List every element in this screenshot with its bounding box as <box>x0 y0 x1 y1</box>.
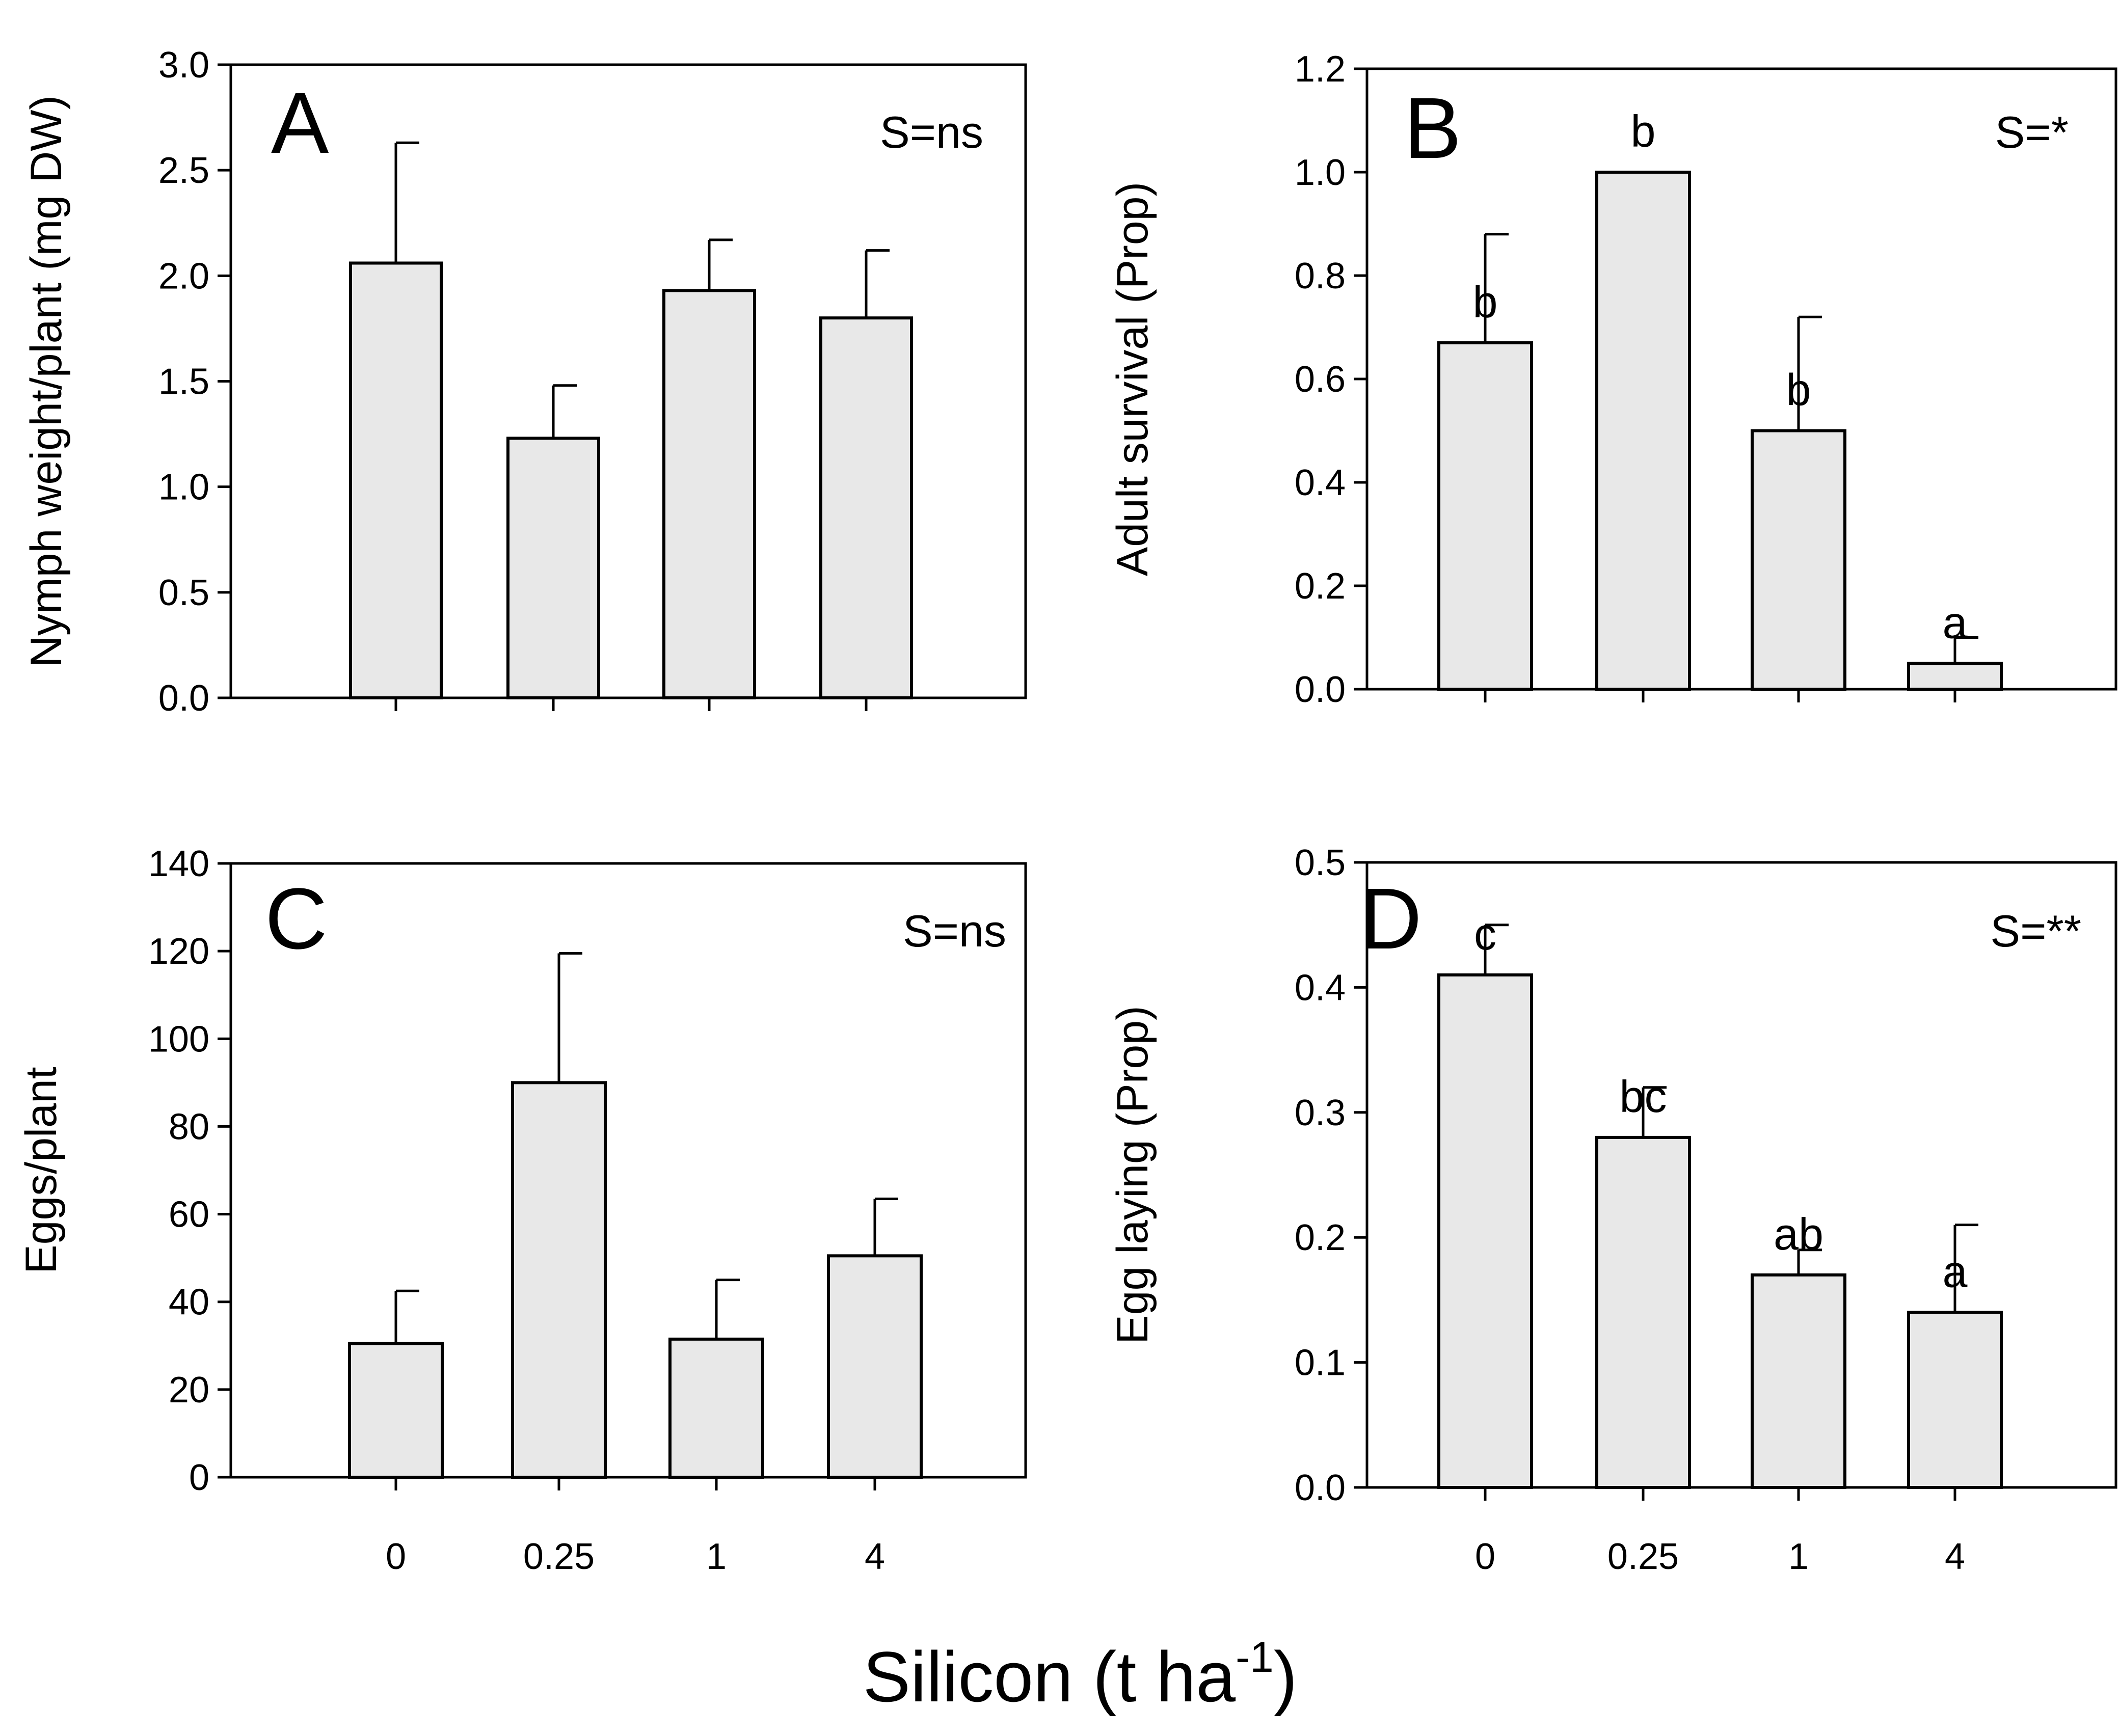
significance-letter-b: a <box>1943 597 1968 647</box>
y-tick-label-a: 2.0 <box>158 256 209 296</box>
panel-b: 0.0 0.2 0.4 0.6 0.8 1.0 1.2 Adult survival (Pro… <box>1108 49 2117 710</box>
significance-letter-d: c <box>1474 909 1496 959</box>
bar-a-0 <box>349 261 443 699</box>
y-tick-label-a: 1.5 <box>158 362 209 402</box>
x-axis-title-main: Silicon (t ha <box>863 1637 1236 1717</box>
bar-b-1 <box>1595 171 1691 691</box>
x-axis-title-close: ) <box>1274 1637 1298 1717</box>
bar-d-2 <box>1751 1273 1846 1489</box>
x-axis-title-superscript: -1 <box>1236 1633 1274 1681</box>
y-axis-label-a: Nymph weight/plant (mg DW) <box>22 95 71 667</box>
x-tick-label-c: 0 <box>386 1536 406 1577</box>
y-tick-label-b: 1.2 <box>1295 49 1346 90</box>
y-tick-label-d: 0.4 <box>1295 967 1346 1008</box>
bar-a-2 <box>662 289 756 699</box>
bar-d-0 <box>1437 973 1533 1489</box>
x-tick-label-c: 0.25 <box>523 1536 595 1577</box>
significance-annotation-b: S=* <box>1995 107 2069 157</box>
y-tick-label-a: 3.0 <box>158 45 209 86</box>
significance-letter-d: a <box>1943 1246 1968 1296</box>
y-tick-label-b: 0.8 <box>1295 256 1346 296</box>
y-tick-label-c: 80 <box>169 1106 209 1147</box>
significance-letter-d: bc <box>1620 1071 1667 1122</box>
x-axis-title: Silicon (t ha-1) <box>863 1633 1298 1717</box>
y-tick-label-d: 0.2 <box>1295 1217 1346 1258</box>
significance-annotation-d: S=** <box>1990 906 2081 956</box>
y-tick-label-c: 20 <box>169 1370 209 1410</box>
panel-label-c: C <box>265 871 328 967</box>
panel-c: 0 20 40 60 80 100 120 140 Eggs/plant 0 0.25 1 4 C S=ns <box>17 844 1027 1577</box>
significance-annotation-c: S=ns <box>903 906 1006 956</box>
significance-letter-b: b <box>1473 277 1498 327</box>
significance-letter-d: ab <box>1774 1209 1823 1259</box>
x-tick-label-d: 1 <box>1788 1536 1809 1577</box>
x-tick-label-d: 0 <box>1475 1536 1495 1577</box>
panel-d: 0.0 0.1 0.2 0.3 0.4 0.5 Egg laying (Prop) 0 c 0.2… <box>1108 843 2117 1577</box>
bar-b-2 <box>1751 429 1846 691</box>
bar-b-0 <box>1437 341 1533 691</box>
y-tick-label-a: 0.0 <box>158 678 209 719</box>
y-tick-label-b: 0.0 <box>1295 669 1346 710</box>
y-axis-label-b: Adult survival (Prop) <box>1108 182 1157 576</box>
significance-letter-b: b <box>1786 365 1811 415</box>
bar-b-3 <box>1907 662 2003 691</box>
bar-c-0 <box>348 1342 444 1479</box>
x-tick-label-c: 1 <box>706 1536 727 1577</box>
panel-label-d: D <box>1359 871 1422 967</box>
plot-frame-c <box>229 862 1027 1479</box>
y-tick-label-b: 1.0 <box>1295 152 1346 193</box>
significance-annotation-a: S=ns <box>880 107 983 157</box>
bar-a-3 <box>819 316 913 699</box>
bar-a-1 <box>506 437 600 699</box>
y-tick-label-c: 40 <box>169 1282 209 1323</box>
panel-label-a: A <box>271 75 329 172</box>
panel-label-b: B <box>1404 80 1461 177</box>
x-tick-label-d: 4 <box>1945 1536 1965 1577</box>
y-tick-label-b: 0.6 <box>1295 359 1346 400</box>
y-axis-label-c: Eggs/plant <box>17 1067 66 1274</box>
bar-c-2 <box>668 1337 764 1479</box>
y-tick-label-c: 140 <box>148 844 209 884</box>
y-tick-label-a: 0.5 <box>158 573 209 613</box>
y-tick-label-c: 100 <box>148 1019 209 1060</box>
y-tick-label-d: 0.5 <box>1295 843 1346 883</box>
y-axis-label-d: Egg laying (Prop) <box>1108 1006 1157 1344</box>
bar-c-3 <box>827 1254 923 1479</box>
bar-d-3 <box>1907 1311 2003 1489</box>
y-tick-label-b: 0.4 <box>1295 463 1346 503</box>
x-tick-label-d: 0.25 <box>1607 1536 1679 1577</box>
y-tick-label-d: 0.3 <box>1295 1093 1346 1133</box>
y-tick-label-c: 60 <box>169 1195 209 1235</box>
y-tick-label-c: 0 <box>189 1457 209 1498</box>
y-tick-label-a: 2.5 <box>158 150 209 191</box>
y-tick-label-a: 1.0 <box>158 467 209 508</box>
plot-frame-d <box>1365 861 2117 1489</box>
significance-letter-b: b <box>1631 106 1656 156</box>
y-tick-label-d: 0.0 <box>1295 1468 1346 1508</box>
y-tick-label-c: 120 <box>148 931 209 972</box>
bar-d-1 <box>1595 1135 1691 1489</box>
bar-c-1 <box>511 1081 607 1479</box>
x-tick-label-c: 4 <box>865 1536 885 1577</box>
y-tick-label-b: 0.2 <box>1295 566 1346 607</box>
panel-a: 0.0 0.5 1.0 1.5 2.0 2.5 3.0 Nymph weight/plant … <box>22 45 1027 719</box>
y-tick-label-d: 0.1 <box>1295 1343 1346 1384</box>
